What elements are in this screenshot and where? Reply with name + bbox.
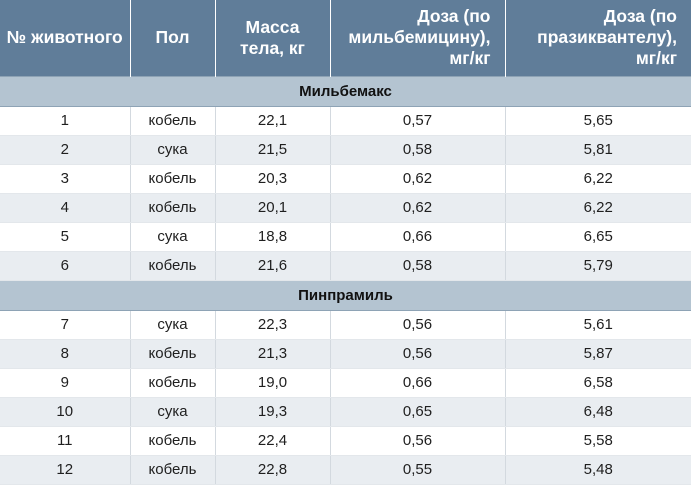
cell-body-mass: 22,3 [215, 310, 331, 340]
table-row: 10 сука 19,3 0,65 6,48 [0, 397, 691, 427]
cell-animal-number: 2 [0, 135, 131, 165]
table-row: 9 кобель 19,0 0,66 6,58 [0, 368, 691, 398]
cell-dose-milbemycin: 0,66 [330, 222, 506, 252]
cell-animal-number: 6 [0, 251, 131, 281]
cell-animal-number: 7 [0, 310, 131, 340]
header-body-mass: Масса тела, кг [215, 0, 331, 76]
table-row: 1 кобель 22,1 0,57 5,65 [0, 106, 691, 136]
cell-sex: кобель [130, 251, 216, 281]
cell-animal-number: 12 [0, 455, 131, 485]
cell-sex: кобель [130, 339, 216, 369]
cell-sex: кобель [130, 193, 216, 223]
table-header: № животного Пол Масса тела, кг Доза (по … [0, 0, 691, 76]
cell-dose-milbemycin: 0,62 [330, 164, 506, 194]
cell-dose-praziquantel: 5,48 [505, 455, 691, 485]
cell-body-mass: 22,1 [215, 106, 331, 136]
cell-sex: сука [130, 310, 216, 340]
cell-animal-number: 9 [0, 368, 131, 398]
cell-sex: кобель [130, 455, 216, 485]
group-title: Мильбемакс [0, 75, 691, 107]
cell-body-mass: 21,6 [215, 251, 331, 281]
group-title: Пинпрамиль [0, 279, 691, 311]
cell-body-mass: 22,8 [215, 455, 331, 485]
cell-dose-praziquantel: 5,79 [505, 251, 691, 281]
group-header-row: Пинпрамиль [0, 279, 691, 311]
cell-dose-milbemycin: 0,62 [330, 193, 506, 223]
cell-body-mass: 21,3 [215, 339, 331, 369]
header-animal-number: № животного [0, 0, 131, 76]
table-row: 2 сука 21,5 0,58 5,81 [0, 135, 691, 165]
cell-body-mass: 20,3 [215, 164, 331, 194]
table-body: Мильбемакс 1 кобель 22,1 0,57 5,65 2 сука 21,5 0,… [0, 75, 691, 485]
header-row: № животного Пол Масса тела, кг Доза (по … [0, 0, 691, 76]
cell-body-mass: 18,8 [215, 222, 331, 252]
cell-animal-number: 1 [0, 106, 131, 136]
header-dose-milbemycin: Доза (по мильбемицину), мг/кг [330, 0, 506, 76]
cell-sex: кобель [130, 164, 216, 194]
cell-animal-number: 5 [0, 222, 131, 252]
cell-sex: кобель [130, 368, 216, 398]
cell-dose-praziquantel: 6,58 [505, 368, 691, 398]
table-row: 6 кобель 21,6 0,58 5,79 [0, 251, 691, 281]
cell-dose-praziquantel: 5,65 [505, 106, 691, 136]
group-header-row: Мильбемакс [0, 75, 691, 107]
header-sex: Пол [130, 0, 216, 76]
cell-body-mass: 20,1 [215, 193, 331, 223]
cell-animal-number: 8 [0, 339, 131, 369]
table-row: 8 кобель 21,3 0,56 5,87 [0, 339, 691, 369]
cell-sex: кобель [130, 106, 216, 136]
cell-dose-praziquantel: 5,87 [505, 339, 691, 369]
header-dose-praziquantel: Доза (по празиквантелу), мг/кг [505, 0, 691, 76]
cell-animal-number: 10 [0, 397, 131, 427]
cell-body-mass: 19,0 [215, 368, 331, 398]
cell-body-mass: 21,5 [215, 135, 331, 165]
cell-dose-milbemycin: 0,57 [330, 106, 506, 136]
table-row: 5 сука 18,8 0,66 6,65 [0, 222, 691, 252]
cell-dose-milbemycin: 0,56 [330, 310, 506, 340]
cell-dose-praziquantel: 5,58 [505, 426, 691, 456]
cell-body-mass: 19,3 [215, 397, 331, 427]
table-row: 3 кобель 20,3 0,62 6,22 [0, 164, 691, 194]
cell-dose-praziquantel: 5,61 [505, 310, 691, 340]
cell-dose-milbemycin: 0,56 [330, 426, 506, 456]
table-row: 7 сука 22,3 0,56 5,61 [0, 310, 691, 340]
cell-body-mass: 22,4 [215, 426, 331, 456]
cell-animal-number: 11 [0, 426, 131, 456]
cell-sex: сука [130, 397, 216, 427]
cell-dose-milbemycin: 0,55 [330, 455, 506, 485]
cell-sex: кобель [130, 426, 216, 456]
cell-dose-milbemycin: 0,66 [330, 368, 506, 398]
cell-dose-praziquantel: 6,22 [505, 193, 691, 223]
cell-dose-praziquantel: 6,48 [505, 397, 691, 427]
cell-animal-number: 4 [0, 193, 131, 223]
cell-dose-praziquantel: 5,81 [505, 135, 691, 165]
cell-sex: сука [130, 222, 216, 252]
cell-dose-milbemycin: 0,58 [330, 135, 506, 165]
cell-dose-praziquantel: 6,65 [505, 222, 691, 252]
table-row: 12 кобель 22,8 0,55 5,48 [0, 455, 691, 485]
cell-sex: сука [130, 135, 216, 165]
cell-dose-milbemycin: 0,65 [330, 397, 506, 427]
table-row: 4 кобель 20,1 0,62 6,22 [0, 193, 691, 223]
cell-dose-milbemycin: 0,58 [330, 251, 506, 281]
cell-dose-milbemycin: 0,56 [330, 339, 506, 369]
cell-animal-number: 3 [0, 164, 131, 194]
table-row: 11 кобель 22,4 0,56 5,58 [0, 426, 691, 456]
cell-dose-praziquantel: 6,22 [505, 164, 691, 194]
